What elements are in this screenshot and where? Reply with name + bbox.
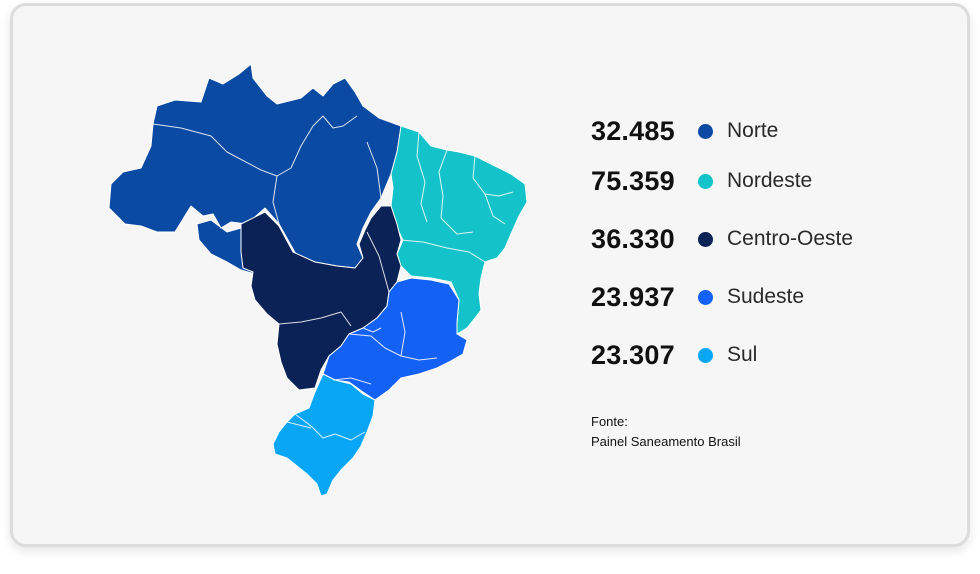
brazil-map xyxy=(108,63,528,497)
legend-color-dot xyxy=(698,347,713,363)
legend-label: Nordeste xyxy=(727,169,813,192)
legend-value: 32.485 xyxy=(591,115,675,146)
legend-item-sudeste: 23.937 Sudeste xyxy=(591,268,853,326)
legend-label: Sudeste xyxy=(727,285,805,308)
legend-item-centro-oeste: 36.330 Centro-Oeste xyxy=(591,210,853,268)
legend-value: 36.330 xyxy=(591,223,675,254)
legend: 32.485 Norte 75.359 Nordeste 36.330 Centro-Oe… xyxy=(591,110,853,384)
legend-item-sul: 23.307 Sul xyxy=(591,326,853,384)
legend-color-dot xyxy=(698,289,713,305)
legend-label: Norte xyxy=(727,119,779,142)
region-sudeste[interactable] xyxy=(322,277,468,401)
legend-color-dot xyxy=(698,123,713,139)
source-note: Fonte: Painel Saneamento Brasil xyxy=(591,412,741,452)
legend-color-dot xyxy=(698,173,713,189)
legend-label: Sul xyxy=(727,343,758,366)
legend-item-norte: 32.485 Norte xyxy=(591,110,853,152)
region-nordeste[interactable] xyxy=(390,125,528,335)
legend-value: 23.937 xyxy=(591,281,675,312)
source-text: Painel Saneamento Brasil xyxy=(591,434,741,449)
legend-value: 75.359 xyxy=(591,165,675,196)
legend-label: Centro-Oeste xyxy=(727,227,854,250)
map-card: 32.485 Norte 75.359 Nordeste 36.330 Centro-Oe… xyxy=(10,3,970,547)
source-label: Fonte: xyxy=(591,414,628,429)
legend-item-nordeste: 75.359 Nordeste xyxy=(591,152,853,210)
legend-color-dot xyxy=(698,231,713,247)
legend-value: 23.307 xyxy=(591,339,675,370)
